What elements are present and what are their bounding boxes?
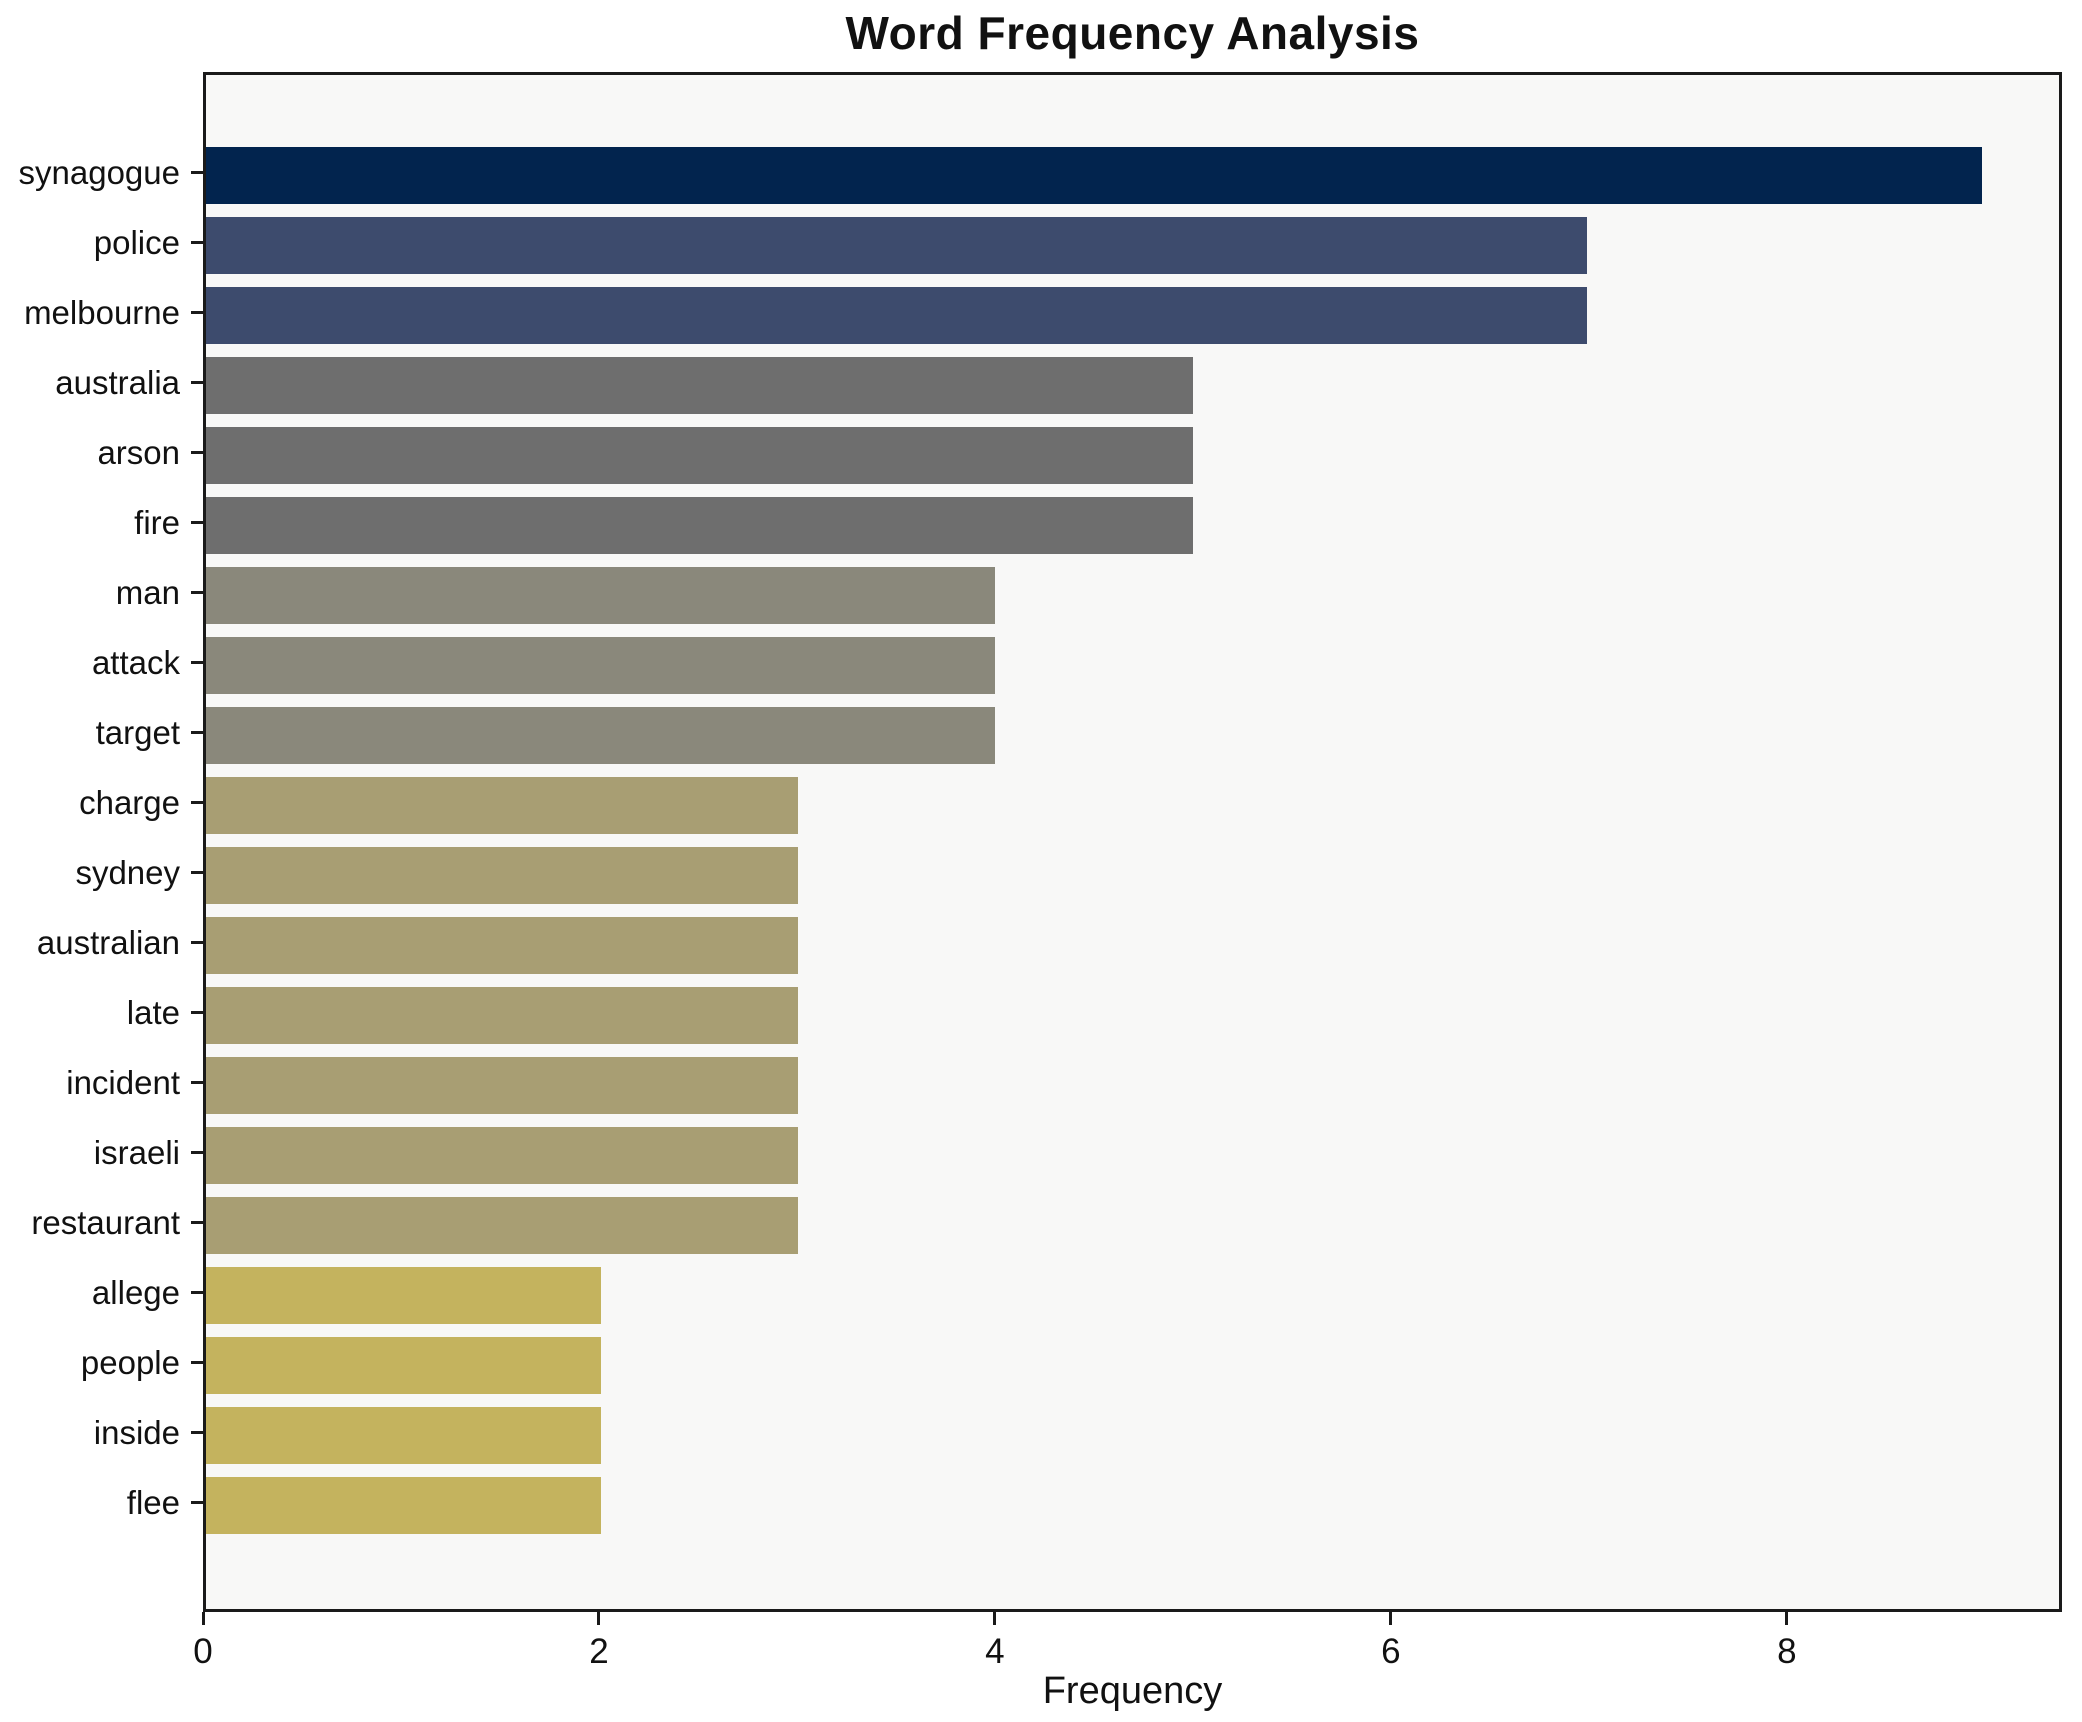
y-tick-mark	[191, 871, 203, 874]
y-tick-label: incident	[66, 1063, 180, 1101]
bar-restaurant	[206, 1197, 798, 1254]
y-tick-mark	[191, 521, 203, 524]
x-tick-mark	[597, 1612, 601, 1625]
y-tick-mark	[191, 241, 203, 244]
bar-australia	[206, 357, 1193, 414]
bar-late	[206, 987, 798, 1044]
y-tick-label: charge	[79, 783, 180, 821]
bar-flee	[206, 1477, 601, 1534]
y-tick-mark	[191, 171, 203, 174]
x-tick-label: 4	[985, 1632, 1005, 1671]
y-tick-mark	[191, 1081, 203, 1084]
y-tick-label: target	[95, 713, 180, 751]
y-tick-label: synagogue	[18, 153, 180, 191]
bar-fire	[206, 497, 1193, 554]
bar-inside	[206, 1407, 601, 1464]
y-tick-mark	[191, 1221, 203, 1224]
y-tick-mark	[191, 1291, 203, 1294]
x-axis-title: Frequency	[1042, 1670, 1223, 1712]
y-tick-label: people	[80, 1343, 180, 1381]
y-tick-mark	[191, 941, 203, 944]
y-tick-mark	[191, 661, 203, 664]
y-tick-label: flee	[126, 1483, 180, 1521]
y-tick-label: late	[126, 993, 180, 1031]
bar-allege	[206, 1267, 601, 1324]
y-tick-label: israeli	[93, 1133, 180, 1171]
y-tick-label: attack	[91, 643, 180, 681]
plot-area	[203, 72, 2062, 1612]
x-tick-label: 0	[193, 1632, 213, 1671]
y-tick-mark	[191, 1431, 203, 1434]
y-tick-mark	[191, 731, 203, 734]
x-tick-mark	[1785, 1612, 1789, 1625]
bar-charge	[206, 777, 798, 834]
y-tick-label: allege	[91, 1273, 180, 1311]
x-tick-label: 2	[589, 1632, 609, 1671]
chart-title: Word Frequency Analysis	[845, 7, 1420, 59]
y-tick-label: man	[115, 573, 180, 611]
bar-man	[206, 567, 996, 624]
bar-police	[206, 217, 1588, 274]
x-tick-label: 8	[1777, 1632, 1797, 1671]
y-tick-label: inside	[93, 1413, 180, 1451]
bar-sydney	[206, 847, 798, 904]
bar-synagogue	[206, 147, 1983, 204]
y-tick-label: sydney	[75, 853, 180, 891]
y-tick-mark	[191, 801, 203, 804]
bar-target	[206, 707, 996, 764]
y-tick-mark	[191, 1501, 203, 1504]
y-tick-label: australia	[55, 363, 180, 401]
x-tick-mark	[993, 1612, 997, 1625]
y-tick-mark	[191, 591, 203, 594]
bar-people	[206, 1337, 601, 1394]
y-tick-label: fire	[134, 503, 180, 541]
bar-australian	[206, 917, 798, 974]
x-tick-label: 6	[1381, 1632, 1401, 1671]
bar-incident	[206, 1057, 798, 1114]
y-tick-mark	[191, 1361, 203, 1364]
y-tick-mark	[191, 1011, 203, 1014]
y-tick-mark	[191, 1151, 203, 1154]
bar-melbourne	[206, 287, 1588, 344]
x-tick-mark	[201, 1612, 205, 1625]
bar-israeli	[206, 1127, 798, 1184]
y-tick-mark	[191, 381, 203, 384]
y-tick-label: restaurant	[31, 1203, 180, 1241]
y-tick-label: police	[93, 223, 180, 261]
y-tick-label: australian	[36, 923, 180, 961]
x-tick-mark	[1389, 1612, 1393, 1625]
y-tick-label: melbourne	[24, 293, 180, 331]
y-tick-label: arson	[97, 433, 180, 471]
bar-attack	[206, 637, 996, 694]
bar-arson	[206, 427, 1193, 484]
y-tick-mark	[191, 311, 203, 314]
y-tick-mark	[191, 451, 203, 454]
